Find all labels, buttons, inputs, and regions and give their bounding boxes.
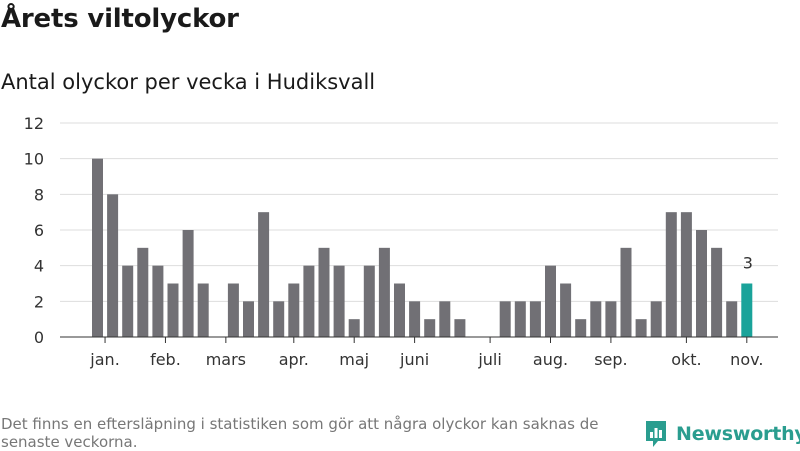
newsworthy-logo[interactable]: Newsworthy [644,419,800,449]
bar[interactable] [318,247,330,337]
bar[interactable] [122,265,134,337]
x-tick-label: nov. [730,350,763,369]
bar[interactable] [529,301,541,337]
y-tick-label: 4 [34,257,44,276]
bar[interactable] [227,283,239,338]
bar-highlight[interactable] [741,283,753,338]
x-tick-label: okt. [671,350,701,369]
bar[interactable] [726,301,738,337]
bar[interactable] [424,319,436,337]
bar[interactable] [499,301,511,337]
y-tick-label: 12 [24,114,44,133]
x-tick-label: jan. [89,350,119,369]
chart-subtitle: Antal olyckor per vecka i Hudiksvall [1,70,376,94]
bar[interactable] [152,265,164,337]
brand-name: Newsworthy [676,423,800,445]
bar-chart: 0 2 4 6 8 10 12 3 jan. feb. mars apr. maj juni juli aug… [24,114,778,369]
bar[interactable] [273,301,285,337]
bar[interactable] [696,230,707,337]
bar[interactable] [680,212,692,337]
x-tick-label: apr. [279,350,309,369]
bar[interactable] [590,301,602,337]
bar[interactable] [665,212,677,337]
bar[interactable] [92,158,103,337]
x-tick-label: juni [399,350,429,369]
bar[interactable] [333,265,345,337]
bar[interactable] [545,265,556,337]
bar[interactable] [348,319,360,337]
bar[interactable] [394,283,405,338]
bar[interactable] [243,301,254,337]
bar[interactable] [182,230,194,337]
bar[interactable] [711,247,723,337]
bar[interactable] [439,301,451,337]
bar[interactable] [650,301,662,337]
bar[interactable] [288,283,300,338]
bar[interactable] [605,301,617,337]
y-tick-label: 2 [34,292,44,311]
newsworthy-logo-icon [646,421,666,447]
bar[interactable] [560,283,572,338]
bar[interactable] [575,319,587,337]
footnote: Det finns en eftersläpning i statistiken… [1,415,599,451]
bar[interactable] [197,283,209,338]
bar[interactable] [514,301,526,337]
x-tick-label: juli [477,350,501,369]
data-label: 3 [743,254,753,273]
bar[interactable] [378,247,390,337]
bar[interactable] [620,247,632,337]
x-tick-label: mars [206,350,246,369]
chart-title: Årets viltolyckor [1,4,239,34]
y-tick-label: 0 [34,328,44,347]
bar[interactable] [137,247,149,337]
bar[interactable] [454,319,466,337]
x-tick-label: aug. [533,350,568,369]
y-tick-label: 8 [34,185,44,204]
bar[interactable] [258,212,270,337]
bar[interactable] [167,283,179,338]
x-tick-label: sep. [594,350,627,369]
y-tick-label: 10 [24,150,44,169]
bar[interactable] [635,319,647,337]
x-tick-label: maj [339,350,369,369]
bar[interactable] [409,301,421,337]
y-tick-label: 6 [34,221,44,240]
bar[interactable] [107,194,119,337]
bar[interactable] [363,265,375,337]
bar[interactable] [303,265,315,337]
x-tick-label: feb. [150,350,181,369]
